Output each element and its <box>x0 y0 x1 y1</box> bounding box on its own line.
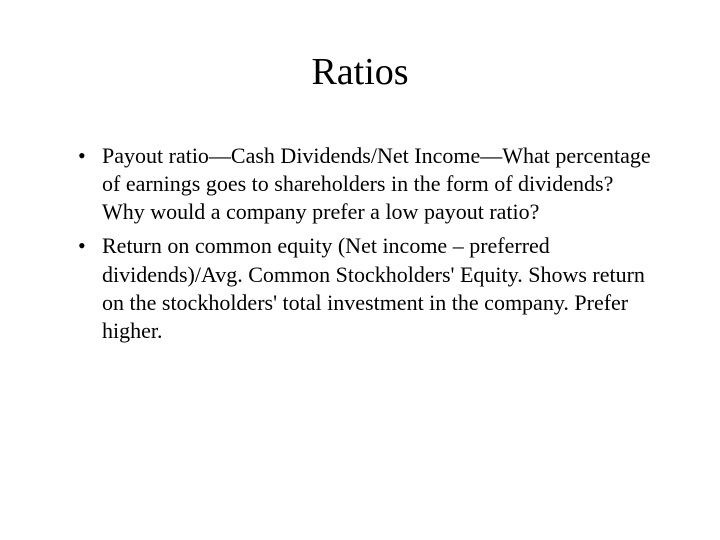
slide-title: Ratios <box>60 50 660 94</box>
bullet-item: Payout ratio—Cash Dividends/Net Income—W… <box>78 142 660 226</box>
slide-container: Ratios Payout ratio—Cash Dividends/Net I… <box>0 0 720 540</box>
bullet-list: Payout ratio—Cash Dividends/Net Income—W… <box>60 142 660 345</box>
bullet-item: Return on common equity (Net income – pr… <box>78 232 660 345</box>
